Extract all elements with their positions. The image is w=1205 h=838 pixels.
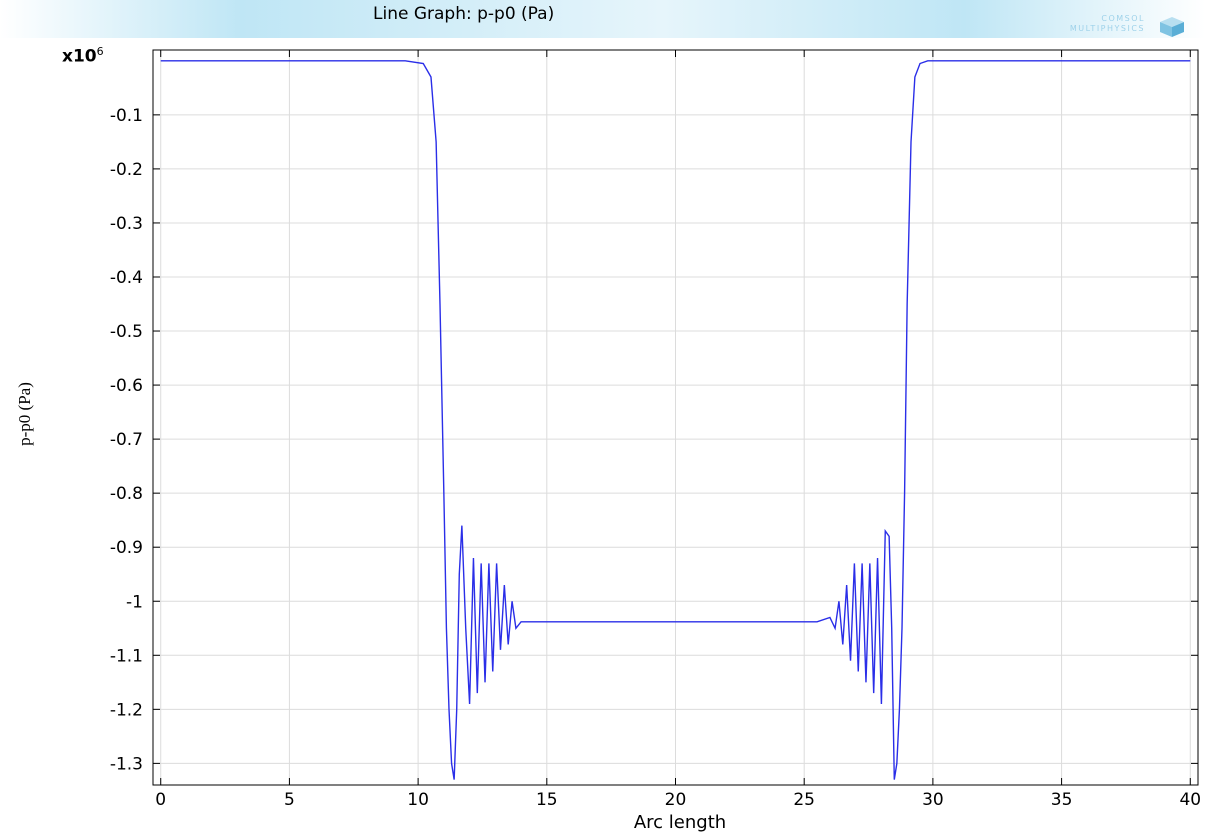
y-tick-label: -0.1	[110, 106, 143, 126]
x-tick-label: 25	[793, 790, 815, 810]
x-tick-label: 0	[155, 790, 166, 810]
y-tick-label: -0.9	[110, 538, 143, 558]
x-tick-label: 15	[536, 790, 558, 810]
axis-ticks	[153, 50, 1198, 785]
y-tick-label: -0.4	[110, 268, 143, 288]
x-tick-label: 40	[1179, 790, 1201, 810]
y-multiplier-exponent: 6	[96, 45, 104, 58]
x-tick-label: 5	[284, 790, 295, 810]
y-multiplier-base: x10	[62, 46, 97, 67]
y-axis-label: p-p0 (Pa)	[15, 382, 34, 446]
y-tick-label: -0.3	[110, 214, 143, 234]
y-tick-label: -1.3	[110, 754, 143, 774]
plot-title: Line Graph: p-p0 (Pa)	[373, 4, 555, 24]
logo-line-1: COMSOL	[1101, 14, 1145, 23]
x-tick-label: 30	[922, 790, 944, 810]
y-tick-label: -0.8	[110, 484, 143, 504]
x-tick-label: 35	[1051, 790, 1073, 810]
y-axis-multiplier: x106	[62, 45, 104, 67]
y-tick-label: -0.6	[110, 376, 143, 396]
x-tick-label: 10	[407, 790, 429, 810]
x-tick-label: 20	[665, 790, 687, 810]
header-band	[0, 0, 1205, 38]
comsol-logo: COMSOL MULTIPHYSICS	[1005, 14, 1185, 44]
grid-lines	[153, 50, 1198, 785]
logo-line-2: MULTIPHYSICS	[1069, 24, 1145, 33]
x-axis-label: Arc length	[633, 812, 727, 833]
y-tick-label: -1.2	[110, 700, 143, 720]
y-tick-label: -1	[126, 592, 143, 612]
y-tick-label: -0.5	[110, 322, 143, 342]
series-line-p-p0	[160, 60, 1191, 780]
y-tick-label: -1.1	[110, 646, 143, 666]
logo-text: COMSOL MULTIPHYSICS	[1070, 14, 1145, 34]
y-tick-label: -0.7	[110, 430, 143, 450]
cube-icon	[1160, 17, 1184, 37]
tick-labels: 0 5 10 15 20 25 30 35 40 -0.1 -0.2 -0.3 -0.4 -0.5 -0.6…	[110, 106, 1201, 810]
y-tick-label: -0.2	[110, 160, 143, 180]
